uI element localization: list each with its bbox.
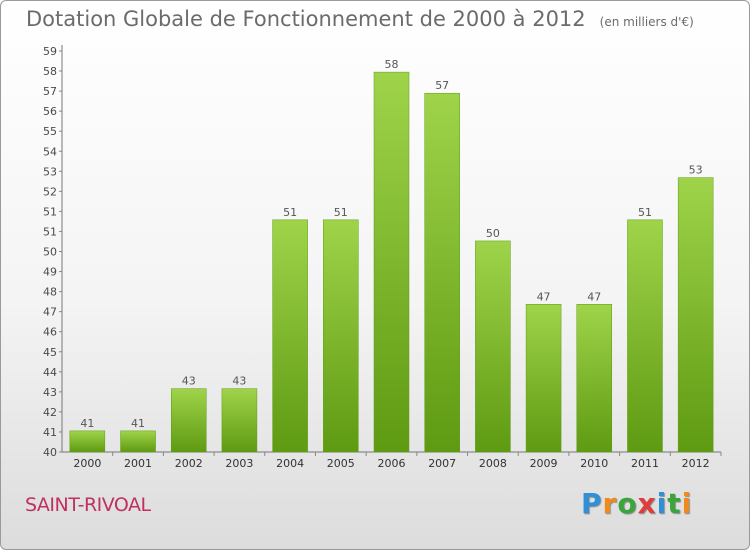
x-tick-label-2011: 2011	[631, 457, 659, 470]
y-tick-label: 41	[43, 426, 57, 439]
data-label-2006: 58	[385, 58, 399, 71]
y-tick-label: 54	[43, 145, 57, 158]
x-tick-label-2003: 2003	[225, 457, 253, 470]
data-label-2000: 41	[80, 417, 94, 430]
y-tick-label: 48	[43, 286, 57, 299]
y-tick-label: 42	[43, 406, 57, 419]
data-label-2004: 51	[283, 206, 297, 219]
commune-name: SAINT-RIVOAL	[25, 494, 151, 516]
bar-2012	[677, 177, 714, 453]
y-tick-label: 46	[43, 326, 57, 339]
bar-2011	[627, 219, 663, 453]
data-label-2010: 47	[587, 290, 601, 303]
x-tick-label-2008: 2008	[479, 457, 507, 470]
x-tick-label-2012: 2012	[682, 457, 710, 470]
chart-title: Dotation Globale de Fonctionnement de 20…	[26, 7, 694, 31]
logo-letter: i	[656, 487, 668, 520]
data-label-2002: 43	[182, 375, 196, 388]
x-tick-label-2004: 2004	[276, 457, 304, 470]
chart-title-text: Dotation Globale de Fonctionnement de 20…	[26, 7, 586, 31]
bar-2006	[373, 71, 410, 453]
x-tick-label-2009: 2009	[530, 457, 558, 470]
data-label-2008: 50	[486, 227, 500, 240]
data-label-2011: 51	[638, 206, 652, 219]
y-tick-label: 49	[43, 266, 57, 279]
x-tick-label-2001: 2001	[124, 457, 152, 470]
x-tick-label-2006: 2006	[378, 457, 406, 470]
x-tick-label-2002: 2002	[175, 457, 203, 470]
logo-letter: r	[602, 487, 618, 520]
y-tick-label: 59	[43, 45, 57, 58]
y-tick-label: 45	[43, 346, 57, 359]
x-tick-label-2005: 2005	[327, 457, 355, 470]
data-label-2012: 53	[689, 164, 703, 177]
logo-letter: x	[637, 487, 657, 520]
y-tick-label: 56	[43, 105, 57, 118]
chart-unit-note: (en milliers d'€)	[599, 15, 694, 29]
y-tick-label: 58	[43, 65, 57, 78]
x-tick-label-2007: 2007	[428, 457, 456, 470]
bar-2001	[120, 430, 156, 453]
y-tick-label: 52	[43, 185, 57, 198]
logo-letter: t	[667, 487, 682, 520]
data-label-2003: 43	[232, 375, 246, 388]
bar-2008	[475, 240, 511, 453]
x-tick-label-2000: 2000	[73, 457, 101, 470]
proxiti-logo: Proxiti	[581, 487, 692, 520]
logo-letter: o	[617, 487, 638, 520]
bar-2002	[170, 388, 207, 453]
y-tick-label: 47	[43, 306, 57, 319]
bar-2004	[272, 219, 308, 453]
y-tick-label: 50	[43, 246, 57, 259]
data-label-2009: 47	[537, 290, 551, 303]
y-tick-label: 53	[43, 165, 57, 178]
bar-2010	[576, 304, 613, 453]
data-label-2001: 41	[131, 417, 145, 430]
y-tick-label: 51	[43, 205, 57, 218]
bar-2000	[69, 430, 106, 453]
y-tick-label: 55	[43, 125, 57, 138]
data-label-2005: 51	[334, 206, 348, 219]
data-label-2007: 57	[435, 79, 449, 92]
y-tick-label: 43	[43, 386, 57, 399]
x-tick-label-2010: 2010	[580, 457, 608, 470]
y-tick-label: 44	[43, 366, 57, 379]
bar-2005	[323, 219, 359, 453]
bar-2009	[525, 304, 562, 453]
plot-area: 40 41 42 43 44 45 46 47 48 49 50 51 51 52 53 54 55 56 57 58…	[43, 45, 722, 470]
y-tick-label: 57	[43, 85, 57, 98]
logo-letter: P	[581, 487, 603, 520]
bar-2003	[221, 388, 258, 453]
logo-letter: i	[681, 487, 693, 520]
y-tick-label: 40	[43, 446, 57, 459]
bar-2007	[424, 92, 460, 453]
y-tick-label: 51	[43, 225, 57, 238]
